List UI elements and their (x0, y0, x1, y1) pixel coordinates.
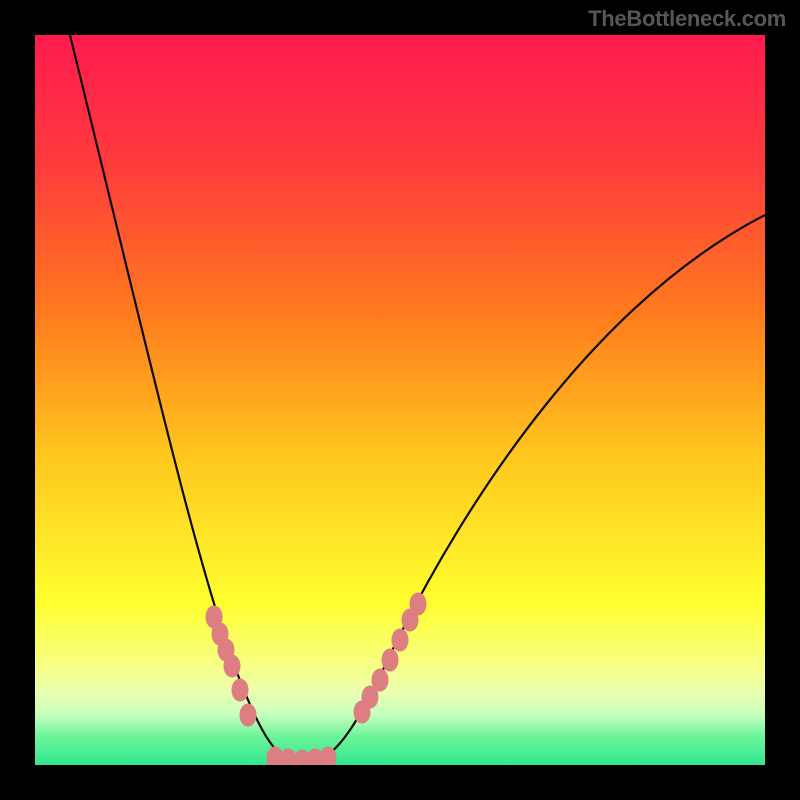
chart-canvas: TheBottleneck.com (0, 0, 800, 800)
curve-marker (382, 649, 398, 671)
curve-marker (240, 704, 256, 726)
watermark-text: TheBottleneck.com (588, 6, 786, 32)
curve-marker (372, 669, 388, 691)
curve-marker (224, 655, 240, 677)
bottleneck-curve-chart (0, 0, 800, 800)
curve-marker (410, 593, 426, 615)
curve-marker (320, 747, 336, 769)
plot-background (35, 35, 765, 765)
curve-marker (392, 629, 408, 651)
curve-marker (232, 679, 248, 701)
